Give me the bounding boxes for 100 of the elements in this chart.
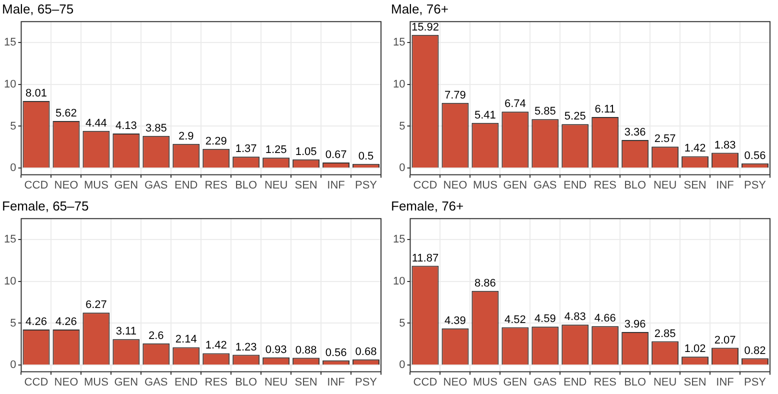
- data-label: 5.62: [55, 108, 77, 120]
- x-tick-label: NEO: [443, 376, 468, 388]
- data-label: 0.88: [295, 344, 317, 356]
- x-tick-label: RES: [204, 376, 228, 388]
- data-label: 4.59: [534, 313, 556, 326]
- x-tick-label: CCD: [413, 376, 438, 388]
- data-label: 7.79: [444, 89, 466, 102]
- data-label: 3.11: [116, 326, 136, 338]
- data-label: 4.83: [564, 311, 586, 324]
- x-tick-label: END: [564, 376, 587, 388]
- x-tick-label: GEN: [503, 376, 528, 388]
- x-tick-label: PSY: [744, 376, 767, 388]
- x-tick-label: BLO: [235, 376, 258, 388]
- x-tick-label: BLO: [624, 376, 647, 388]
- data-label: 15.92: [411, 21, 439, 34]
- y-tick-label: 10: [4, 78, 16, 90]
- data-label: 2.9: [178, 130, 194, 142]
- data-label: 1.02: [684, 343, 706, 356]
- x-tick-label: INF: [327, 179, 346, 192]
- data-label: 11.87: [412, 252, 439, 264]
- data-label: 2.14: [175, 334, 197, 346]
- data-label: 2.07: [714, 334, 736, 346]
- data-label: 1.25: [265, 144, 287, 156]
- x-tick-label: GAS: [144, 376, 168, 388]
- x-tick-label: SEN: [684, 376, 706, 388]
- x-tick-label: NEO: [54, 376, 79, 388]
- x-tick-label: GEN: [114, 376, 138, 388]
- y-tick-label: 0: [399, 359, 406, 372]
- data-label: 3.85: [145, 122, 167, 134]
- x-tick-label: RES: [594, 376, 616, 388]
- data-label: 8.01: [26, 88, 47, 100]
- x-tick-label: GAS: [144, 179, 168, 192]
- data-label: 6.11: [594, 103, 616, 116]
- chart-title: Female, 65–75: [2, 198, 89, 214]
- y-tick-label: 0: [399, 162, 406, 174]
- data-label: 0.82: [744, 344, 766, 357]
- data-label: 2.57: [654, 133, 676, 146]
- data-label: 5.25: [564, 110, 586, 123]
- data-label: 6.27: [85, 299, 107, 312]
- data-label: 1.42: [205, 340, 227, 352]
- data-label: 4.26: [26, 316, 47, 328]
- data-label: 1.37: [235, 143, 257, 156]
- x-tick-label: INF: [327, 376, 346, 388]
- y-tick-label: 15: [4, 36, 16, 49]
- data-label: 3.36: [624, 126, 646, 139]
- y-tick-label: 15: [4, 234, 16, 246]
- data-label: 0.68: [355, 346, 377, 358]
- x-tick-label: CCD: [24, 179, 48, 192]
- data-label: 4.52: [504, 314, 526, 326]
- x-tick-label: INF: [716, 376, 734, 388]
- data-label: 4.26: [55, 316, 77, 328]
- x-tick-label: MUS: [84, 376, 108, 388]
- data-label: 2.29: [205, 135, 227, 148]
- x-tick-label: NEU: [264, 179, 288, 192]
- data-label: 0.5: [358, 150, 374, 162]
- data-label: 3.96: [624, 318, 646, 330]
- y-tick-label: 5: [10, 120, 16, 132]
- x-tick-label: BLO: [624, 179, 647, 192]
- x-tick-label: GEN: [114, 179, 138, 192]
- y-tick-label: 0: [10, 359, 16, 372]
- x-tick-label: BLO: [235, 179, 258, 192]
- x-tick-label: GEN: [503, 179, 528, 192]
- y-tick-label: 5: [399, 120, 406, 132]
- data-label: 1.42: [684, 142, 706, 155]
- x-tick-label: NEO: [54, 179, 79, 192]
- x-tick-label: END: [174, 179, 198, 192]
- x-tick-label: NEU: [264, 376, 288, 388]
- y-tick-label: 5: [399, 317, 406, 330]
- data-label: 5.41: [474, 109, 496, 122]
- data-label: 0.67: [325, 149, 347, 162]
- data-label: 6.74: [504, 98, 526, 110]
- data-label: 4.39: [444, 314, 466, 327]
- x-tick-label: INF: [716, 179, 734, 192]
- data-label: 1.83: [714, 139, 736, 152]
- x-tick-label: MUS: [84, 179, 108, 192]
- x-tick-label: RES: [594, 179, 616, 192]
- x-tick-label: MUS: [472, 376, 498, 388]
- x-tick-label: NEU: [653, 376, 677, 388]
- chart-title: Male, 65–75: [2, 1, 74, 16]
- x-tick-label: END: [564, 179, 587, 192]
- x-tick-label: SEN: [294, 376, 318, 388]
- data-label: 4.44: [85, 117, 107, 130]
- chart-title: Female, 76+: [391, 198, 464, 214]
- y-tick-label: 15: [392, 234, 406, 246]
- x-tick-label: NEU: [653, 179, 677, 192]
- data-label: 1.05: [295, 146, 317, 158]
- y-tick-label: 15: [392, 36, 406, 49]
- data-label: 0.93: [265, 344, 287, 356]
- data-label: 8.86: [474, 277, 496, 290]
- x-tick-label: SEN: [294, 179, 318, 192]
- y-tick-label: 10: [392, 275, 406, 288]
- data-label: 2.85: [654, 328, 676, 340]
- x-tick-label: PSY: [355, 376, 378, 388]
- data-label: 0.56: [325, 346, 347, 359]
- x-tick-label: MUS: [472, 179, 498, 192]
- x-tick-label: PSY: [355, 179, 378, 192]
- x-tick-label: GAS: [534, 376, 557, 388]
- x-tick-label: RES: [204, 179, 228, 192]
- y-tick-label: 0: [10, 162, 16, 174]
- x-tick-label: NEO: [443, 179, 468, 192]
